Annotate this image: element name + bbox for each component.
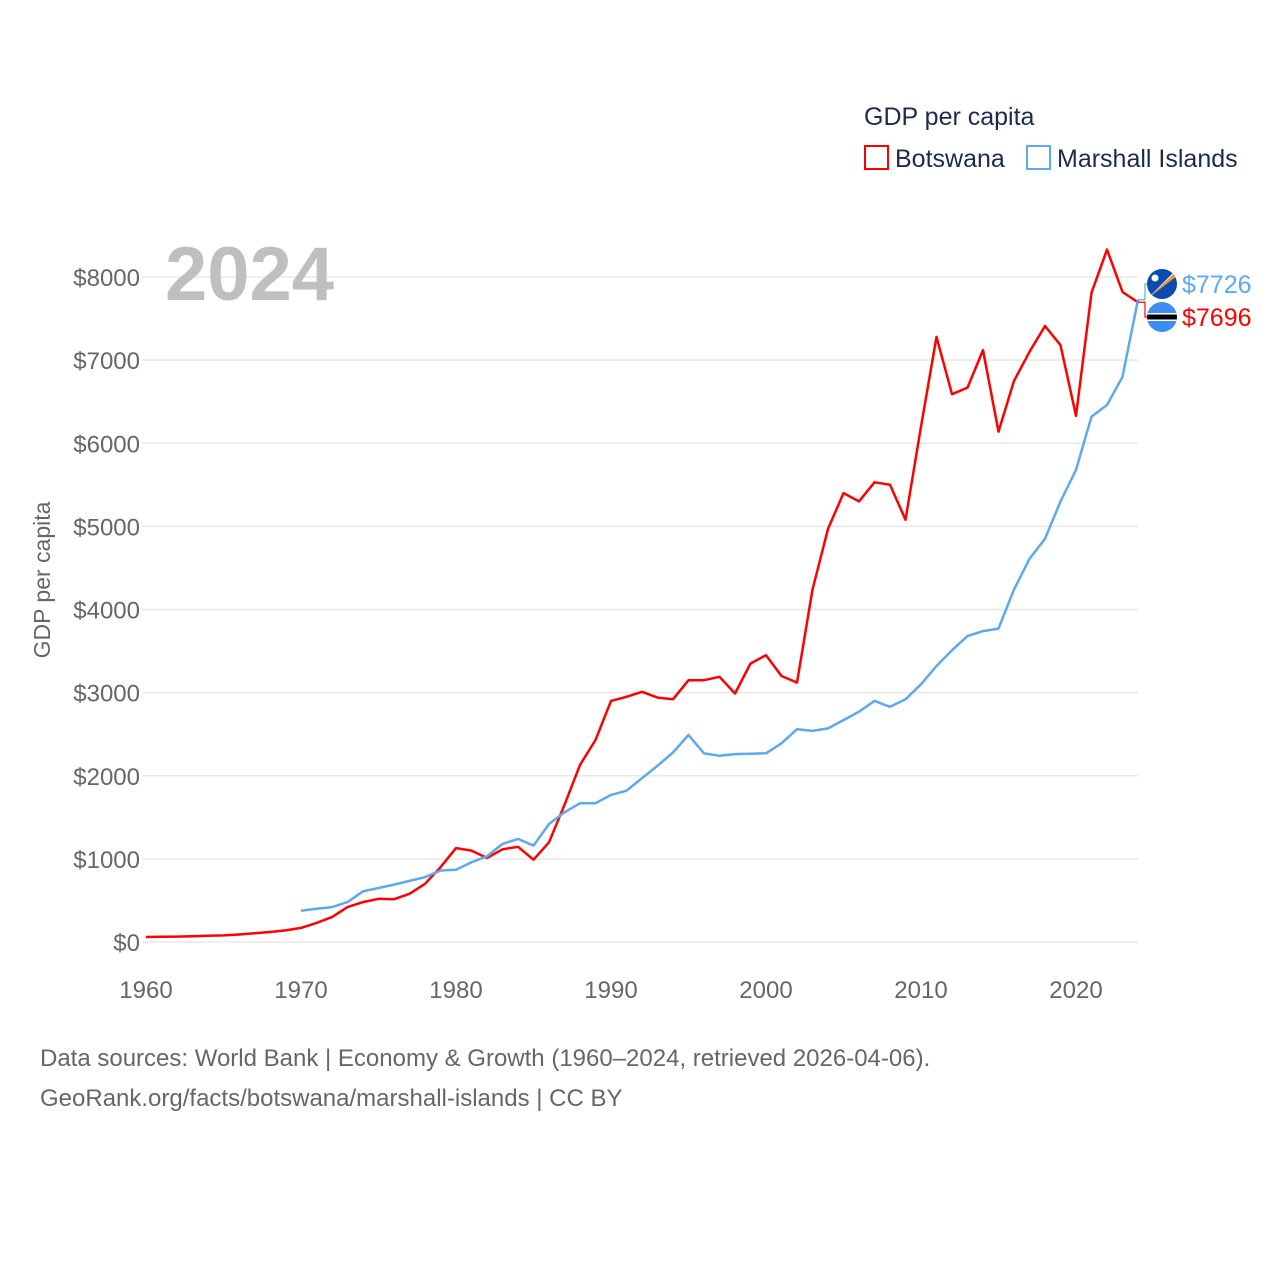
y-tick-label: $7000 — [73, 348, 140, 375]
botswana-flag-icon — [1147, 302, 1177, 332]
footer-sources: Data sources: World Bank | Economy & Gro… — [40, 1045, 931, 1072]
series-line-marshall-islands — [300, 299, 1140, 913]
x-tick-label: 2000 — [739, 977, 792, 1004]
x-tick-label: 1980 — [429, 977, 482, 1004]
x-tick-label: 1990 — [584, 977, 637, 1004]
y-tick-label: $0 — [113, 930, 140, 957]
year-overlay: 2024 — [165, 232, 334, 317]
x-tick-label: 2020 — [1049, 977, 1102, 1004]
x-tick-label: 1960 — [119, 977, 172, 1004]
footer-link[interactable]: GeoRank.org/facts/botswana/marshall-isla… — [40, 1085, 623, 1112]
legend-swatch — [1026, 145, 1051, 170]
y-tick-label: $6000 — [73, 431, 140, 458]
x-tick-label: 1970 — [274, 977, 327, 1004]
y-tick-label: $4000 — [73, 598, 140, 625]
end-value-label: $7726 — [1182, 271, 1252, 299]
legend-swatch — [864, 145, 889, 170]
y-tick-label: $5000 — [73, 514, 140, 541]
legend-item-marshall-islands[interactable]: Marshall Islands — [1026, 145, 1238, 173]
legend-title: GDP per capita — [864, 103, 1035, 131]
legend-item-botswana[interactable]: Botswana — [864, 145, 1005, 173]
y-tick-label: $8000 — [73, 265, 140, 292]
y-axis-label: GDP per capita — [29, 501, 55, 658]
marshall-islands-flag-icon — [1147, 269, 1177, 299]
legend-label: Marshall Islands — [1057, 145, 1238, 173]
y-tick-label: $3000 — [73, 681, 140, 708]
end-value-label: $7696 — [1182, 304, 1252, 332]
y-tick-label: $2000 — [73, 764, 140, 791]
x-tick-label: 2010 — [894, 977, 947, 1004]
legend-label: Botswana — [895, 145, 1005, 173]
y-tick-label: $1000 — [73, 847, 140, 874]
series-line-botswana — [145, 248, 1139, 939]
